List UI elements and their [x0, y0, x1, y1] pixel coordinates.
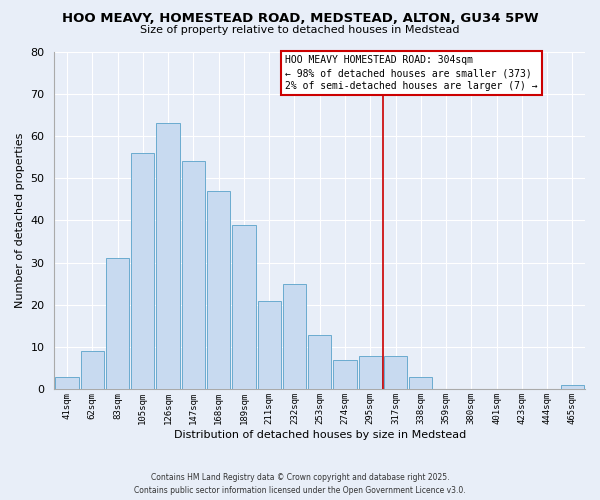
Bar — [182, 162, 205, 390]
Bar — [359, 356, 382, 390]
Bar — [384, 356, 407, 390]
Bar — [157, 124, 180, 390]
Bar — [283, 284, 306, 390]
Bar — [334, 360, 356, 390]
Bar — [80, 352, 104, 390]
Bar — [106, 258, 129, 390]
Text: Size of property relative to detached houses in Medstead: Size of property relative to detached ho… — [140, 25, 460, 35]
Bar — [257, 300, 281, 390]
Y-axis label: Number of detached properties: Number of detached properties — [15, 133, 25, 308]
Bar — [232, 224, 256, 390]
X-axis label: Distribution of detached houses by size in Medstead: Distribution of detached houses by size … — [173, 430, 466, 440]
Text: HOO MEAVY, HOMESTEAD ROAD, MEDSTEAD, ALTON, GU34 5PW: HOO MEAVY, HOMESTEAD ROAD, MEDSTEAD, ALT… — [62, 12, 538, 26]
Text: HOO MEAVY HOMESTEAD ROAD: 304sqm
← 98% of detached houses are smaller (373)
2% o: HOO MEAVY HOMESTEAD ROAD: 304sqm ← 98% o… — [285, 55, 538, 92]
Bar — [308, 334, 331, 390]
Bar — [131, 153, 154, 390]
Bar — [561, 385, 584, 390]
Bar — [207, 191, 230, 390]
Bar — [55, 376, 79, 390]
Text: Contains HM Land Registry data © Crown copyright and database right 2025.
Contai: Contains HM Land Registry data © Crown c… — [134, 474, 466, 495]
Bar — [409, 376, 433, 390]
